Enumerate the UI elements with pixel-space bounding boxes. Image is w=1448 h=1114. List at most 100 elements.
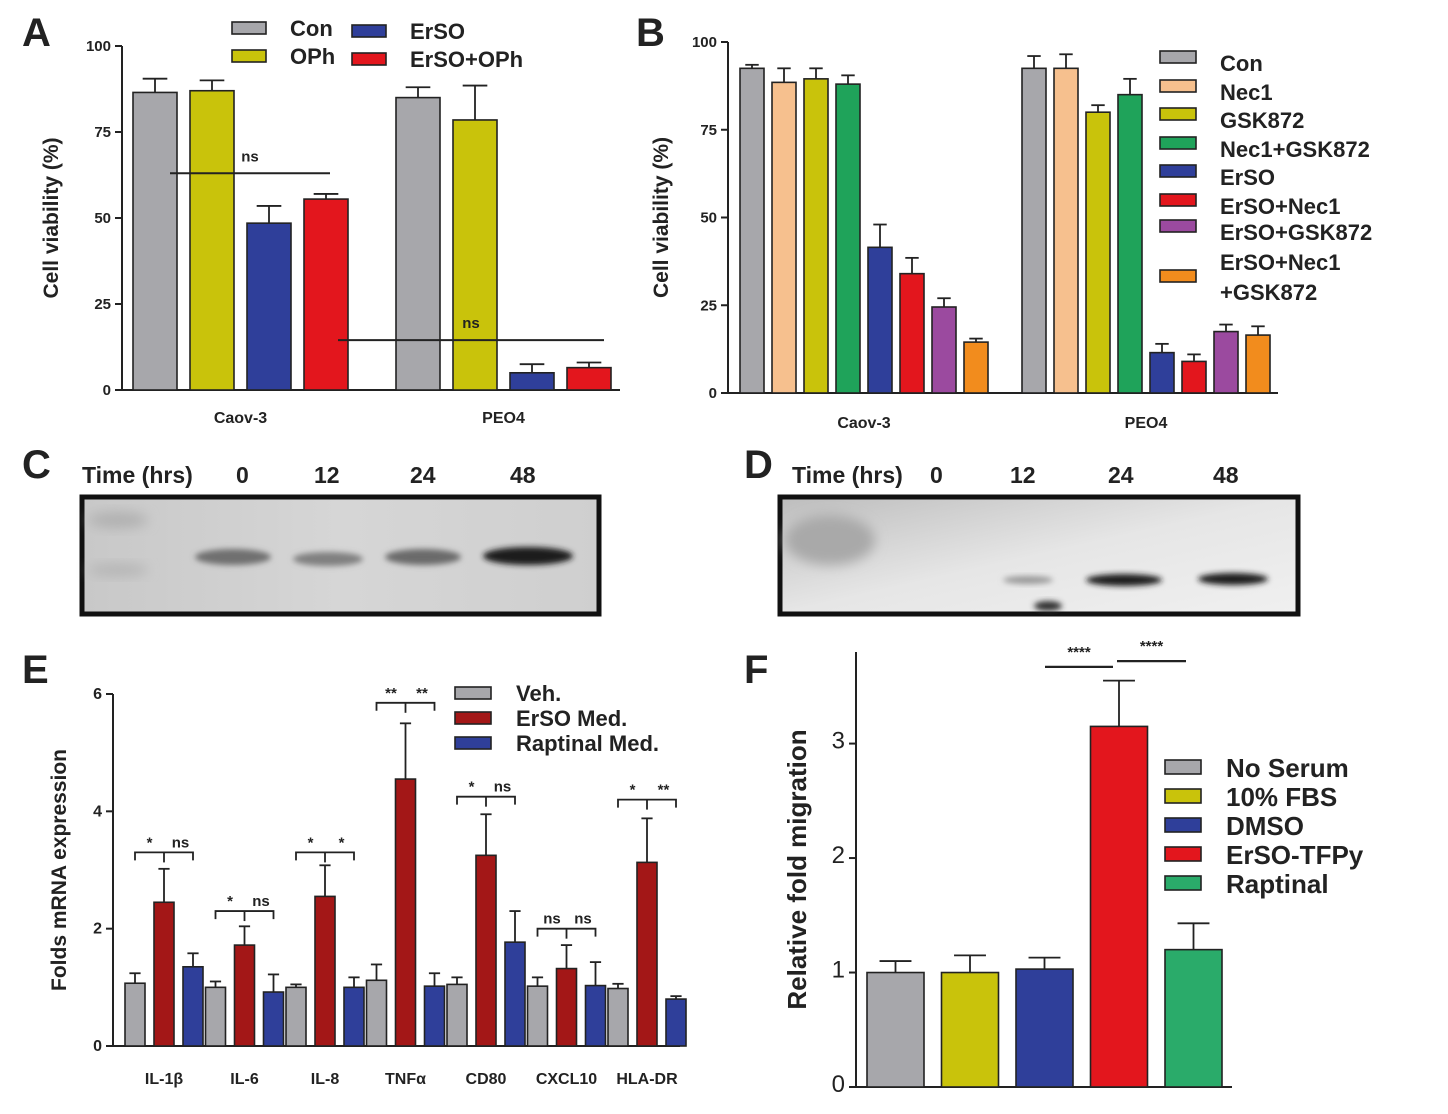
chart-b-bar-erso-caov-3 (867, 246, 893, 394)
chart-a-sig-label: ns (462, 315, 480, 332)
chart-e-y-tick-label: 6 (93, 686, 102, 703)
blot-d-time-label: Time (hrs) (792, 462, 903, 488)
blot-d-band-48 (1198, 573, 1268, 585)
chart-a-bar-erso-peo4 (509, 371, 555, 391)
chart-e-sig-right: ns (494, 779, 512, 796)
chart-e-sig-left: * (630, 782, 636, 799)
chart-e-bar-veh-il-1 (124, 982, 146, 1047)
chart-a-bar-oph-peo4 (452, 119, 498, 391)
chart-f-bar-raptinal (1164, 948, 1223, 1088)
chart-e-bar-veh-cxcl10 (526, 985, 549, 1047)
chart-e-sig-right: * (339, 834, 345, 851)
chart-f-legend-label-no-serum: No Serum (1226, 753, 1349, 783)
chart-f-legend-swatch-10-fbs (1164, 788, 1202, 804)
chart-b-bar-erso-nec1-gsk872-caov-3 (963, 341, 989, 394)
chart-e-bar-erso-med-tnf (394, 778, 417, 1047)
chart-e-sig-right: ** (416, 685, 428, 702)
chart-a-legend-swatch-erso-oph (351, 52, 387, 66)
blot-d-band-24 (1086, 574, 1162, 586)
chart-b-legend-label-erso-gsk872: ErSO+GSK872 (1220, 220, 1372, 245)
chart-a-legend-label-erso-oph: ErSO+OPh (410, 47, 523, 72)
chart-b-bar-nec1-gsk872-peo4 (1117, 93, 1143, 394)
chart-a-sig-label: ns (241, 148, 259, 165)
panel-label-f: F (744, 648, 768, 692)
chart-a-bar-con-peo4 (395, 96, 441, 391)
chart-e-category-label: HLA-DR (616, 1071, 678, 1088)
blot-d: Time (hrs) 0 12 24 48 (777, 462, 1301, 617)
chart-e-category-label: IL-8 (311, 1071, 340, 1088)
chart-f-bar-no-serum (866, 971, 925, 1088)
chart-b-legend-swatch-nec1-gsk872 (1159, 136, 1197, 150)
chart-b-bar-gsk872-caov-3 (803, 78, 829, 394)
chart-b-bar-gsk872-peo4 (1085, 111, 1111, 394)
blot-c-band-24 (385, 549, 461, 565)
blot-c-membrane (79, 494, 602, 617)
blot-c-time-label: Time (hrs) (82, 462, 193, 488)
chart-b-bar-nec1-caov-3 (771, 81, 797, 394)
chart-f-y-axis-label: Relative fold migration (782, 729, 812, 1009)
chart-e-sig-left: * (147, 834, 153, 851)
chart-b-legend-label-erso: ErSO (1220, 165, 1275, 190)
chart-b-y-tick-label: 25 (700, 297, 717, 314)
blot-d-band-12 (1003, 576, 1053, 584)
chart-a-bar-erso-oph-peo4 (566, 366, 612, 391)
chart-e-bar-raptinal-med-il-6 (262, 991, 285, 1047)
chart-e-bar-erso-med-il-8 (314, 895, 336, 1047)
chart-e-bar-veh-cd80 (446, 983, 468, 1047)
blot-d-smear (785, 515, 875, 565)
chart-e-bar-erso-med-cd80 (475, 854, 497, 1047)
chart-e-bar-veh-tnf (365, 979, 388, 1047)
chart-f-legend-swatch-erso-tfpy (1164, 846, 1202, 862)
panel-label-a: A (22, 11, 51, 55)
chart-a-y-tick-label: 100 (86, 38, 111, 55)
chart-e-y-axis-label: Folds mRNA expression (48, 749, 71, 991)
chart-e-bar-raptinal-med-tnf (423, 985, 446, 1047)
chart-a-y-axis-label: Cell viability (%) (40, 137, 63, 298)
chart-b-category-label: PEO4 (1125, 415, 1168, 432)
chart-a-legend-label-con: Con (290, 16, 333, 41)
chart-a-legend-swatch-con (231, 21, 267, 35)
chart-e-sig-left: * (469, 779, 475, 796)
chart-b-legend-swatch-erso-gsk872 (1159, 219, 1197, 233)
chart-f: 0 1 2 3 Relative fold migration **** **** No Se… (782, 638, 1364, 1098)
chart-e-category-label: CD80 (466, 1071, 507, 1088)
chart-f-legend-swatch-dmso (1164, 817, 1202, 833)
chart-a-bar-con-caov-3 (132, 91, 178, 391)
chart-a-y-tick-label: 0 (103, 382, 111, 399)
blot-d-time-0: 0 (930, 462, 943, 488)
chart-f-sig-label: **** (1067, 644, 1091, 661)
chart-b-bar-erso-nec1-gsk872-peo4 (1245, 334, 1271, 394)
chart-f-bar-10-fbs (940, 971, 1000, 1088)
panel-label-c: C (22, 443, 51, 487)
chart-f-legend-swatch-raptinal (1164, 875, 1202, 891)
chart-b-bar-erso-nec1-caov-3 (899, 272, 925, 394)
chart-a-bar-erso-caov-3 (246, 222, 292, 391)
chart-e: 0 2 4 6 Folds mRNA expression IL-1β * ns IL-6 * ns… (48, 681, 687, 1088)
chart-a: 0 25 50 75 100 Cell viability (%) Caov-3 PEO4 ns… (40, 16, 620, 427)
chart-b-bar-con-peo4 (1021, 67, 1047, 394)
chart-a-category-label: PEO4 (482, 410, 525, 427)
chart-a-legend-label-erso: ErSO (410, 19, 465, 44)
blot-d-time-48: 48 (1213, 462, 1239, 488)
chart-f-y-tick-label: 1 (832, 957, 845, 984)
chart-f-legend-label-dmso: DMSO (1226, 811, 1304, 841)
chart-e-sig-right: ns (172, 834, 190, 851)
blot-d-time-24: 24 (1108, 462, 1134, 488)
chart-a-legend-swatch-oph (231, 49, 267, 63)
chart-e-category-label: IL-6 (230, 1071, 259, 1088)
blot-c-band-12 (293, 552, 363, 566)
chart-e-bar-veh-il-6 (204, 986, 227, 1047)
chart-b-bar-nec1-gsk872-caov-3 (835, 83, 861, 394)
chart-e-y-tick-label: 4 (93, 803, 102, 820)
chart-b-legend-swatch-erso-nec1-gsk872 (1159, 269, 1197, 283)
blot-c-band-48 (483, 547, 573, 565)
chart-b-legend-swatch-con (1159, 50, 1197, 64)
chart-e-bar-erso-med-hla-dr (636, 861, 658, 1047)
chart-e-category-label: IL-1β (145, 1071, 183, 1088)
chart-e-sig-left: * (227, 893, 233, 910)
chart-b-bar-erso-peo4 (1149, 351, 1175, 394)
chart-f-y-tick-label: 2 (832, 842, 845, 869)
chart-e-sig-left: ns (543, 911, 561, 928)
chart-b-y-tick-label: 0 (709, 385, 717, 402)
